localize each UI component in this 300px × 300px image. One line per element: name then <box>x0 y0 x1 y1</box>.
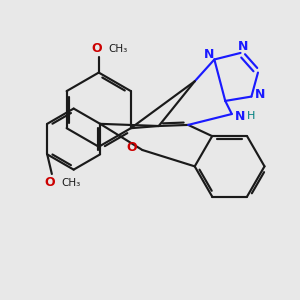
Text: N: N <box>255 88 265 101</box>
Text: CH₃: CH₃ <box>109 44 128 54</box>
Text: H: H <box>247 111 256 121</box>
Text: N: N <box>238 40 248 53</box>
Text: N: N <box>235 110 246 123</box>
Text: O: O <box>91 42 102 55</box>
Text: CH₃: CH₃ <box>62 178 81 188</box>
Text: N: N <box>204 47 214 61</box>
Text: O: O <box>44 176 55 189</box>
Text: O: O <box>126 141 137 154</box>
